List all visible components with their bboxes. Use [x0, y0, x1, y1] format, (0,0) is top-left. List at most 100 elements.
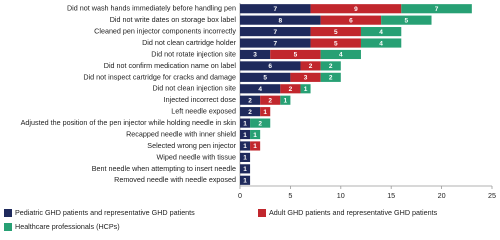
legend-label: Healthcare professionals (HCPs) — [15, 222, 120, 231]
y-tick-label: Cleaned pen injector components incorrec… — [94, 27, 236, 36]
value-label: 1 — [243, 143, 247, 150]
bar-segment — [240, 84, 281, 94]
value-label: 4 — [258, 86, 262, 93]
x-tick-label: 25 — [488, 191, 496, 200]
y-tick-label: Bent needle when attempting to insert ne… — [92, 164, 236, 173]
value-label: 3 — [253, 52, 257, 59]
y-tick-label: Did not clean cartridge holder — [142, 38, 236, 47]
bar-segment — [240, 61, 301, 71]
value-label: 2 — [258, 120, 262, 127]
bar-segment — [310, 27, 361, 37]
y-tick-label: Did not confirm medication name on label — [104, 61, 237, 70]
bar-segment — [240, 107, 261, 117]
value-label: 4 — [379, 29, 383, 36]
value-label: 4 — [379, 40, 383, 47]
legend-swatch — [258, 209, 266, 217]
value-label: 7 — [273, 6, 277, 13]
bar-segment — [250, 129, 261, 140]
bar-segment — [240, 129, 251, 140]
bar-segment — [270, 49, 321, 60]
value-label: 7 — [435, 6, 439, 13]
value-label: 3 — [304, 75, 308, 82]
bar-segment — [240, 49, 271, 60]
bar-segment — [240, 118, 251, 128]
value-label: 5 — [294, 52, 298, 59]
value-label: 5 — [334, 40, 338, 47]
y-tick-label: Did not rotate injection site — [151, 49, 236, 58]
bar-segment — [260, 95, 281, 105]
value-label: 4 — [339, 52, 343, 59]
value-label: 5 — [263, 75, 267, 82]
legend-label: Adult GHD patients and representative GH… — [269, 208, 438, 217]
value-label: 2 — [309, 63, 313, 70]
x-tick-label: 15 — [387, 191, 395, 200]
bar-segment — [240, 152, 251, 162]
y-tick-label: Removed needle with needle exposed — [114, 175, 236, 184]
value-label: 9 — [354, 6, 358, 13]
bar-segment — [240, 72, 291, 82]
value-label: 2 — [329, 75, 333, 82]
bar-segment — [240, 175, 251, 185]
value-label: 2 — [329, 63, 333, 70]
bar-segment — [240, 38, 311, 48]
value-label: 1 — [253, 143, 257, 150]
bar-segment — [240, 164, 251, 174]
bar-segment — [280, 84, 301, 94]
bar-segment — [401, 4, 472, 14]
value-label: 2 — [248, 109, 252, 116]
y-tick-label: Adjusted the position of the pen injecto… — [21, 118, 236, 127]
bar-segment — [320, 72, 341, 82]
value-label: 1 — [253, 132, 257, 139]
bar-segment — [240, 4, 311, 14]
bar-segment — [360, 27, 402, 37]
x-tick-label: 0 — [238, 191, 242, 200]
x-tick-label: 5 — [288, 191, 292, 200]
value-label: 5 — [405, 17, 409, 24]
value-label: 6 — [268, 63, 272, 70]
y-tick-label: Injected incorrect dose — [164, 95, 236, 104]
value-label: 1 — [284, 97, 288, 104]
bar-segment — [240, 15, 321, 25]
value-label: 2 — [268, 97, 272, 104]
bar-segment — [280, 95, 291, 105]
value-label: 1 — [243, 132, 247, 139]
value-label: 1 — [304, 86, 308, 93]
value-label: 8 — [279, 17, 283, 24]
legend-label: Pediatric GHD patients and representativ… — [15, 208, 195, 217]
value-label: 7 — [273, 40, 277, 47]
y-tick-label: Recapped needle with inner shield — [126, 129, 236, 138]
bar-segment — [320, 61, 341, 71]
bar-segment — [290, 72, 321, 82]
bar-segment — [320, 49, 361, 60]
x-tick-label: 10 — [337, 191, 345, 200]
value-label: 6 — [349, 17, 353, 24]
value-label: 1 — [243, 120, 247, 127]
bar-segment — [240, 95, 261, 105]
y-tick-label: Did not clean injection site — [152, 84, 236, 93]
y-tick-label: Did not wash hands immediately before ha… — [67, 4, 236, 13]
y-tick-label: Selected wrong pen injector — [147, 141, 236, 150]
y-tick-label: Wiped needle with tissue — [156, 152, 236, 161]
bar-segment — [320, 15, 382, 25]
bar-segment — [300, 61, 321, 71]
value-label: 2 — [289, 86, 293, 93]
bar-segment — [381, 15, 432, 25]
value-label: 1 — [243, 178, 247, 185]
legend-swatch — [4, 223, 12, 231]
bar-segment — [260, 107, 271, 117]
bar-segment — [250, 118, 271, 128]
bar-segment — [250, 141, 261, 151]
y-tick-label: Left needle exposed — [171, 107, 236, 116]
x-tick-label: 20 — [438, 191, 446, 200]
value-label: 2 — [248, 97, 252, 104]
y-tick-label: Did not write dates on storage box label — [110, 15, 237, 24]
y-tick-label: Did not inspect cartridge for cracks and… — [83, 72, 236, 81]
legend-swatch — [4, 209, 12, 217]
bar-segment — [310, 38, 361, 48]
value-label: 1 — [243, 155, 247, 162]
value-label: 1 — [243, 166, 247, 173]
bar-segment — [240, 27, 311, 37]
bar-segment — [240, 141, 251, 151]
value-label: 1 — [263, 109, 267, 116]
